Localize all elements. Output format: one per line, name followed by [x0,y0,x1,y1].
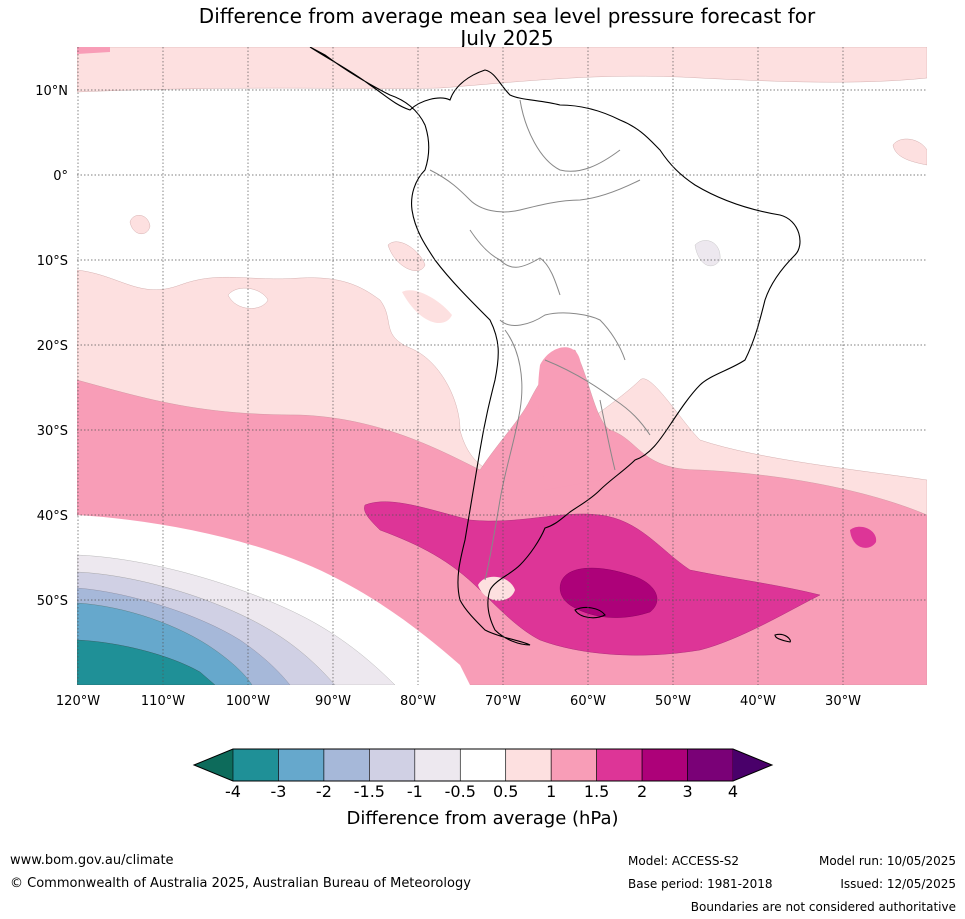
colorbar-cell [550,748,597,782]
colorbar [192,748,774,782]
colorbar-tick-label: 3 [682,782,693,801]
colorbar-tick-label: 2 [636,782,648,801]
lat-label: 30°S [37,424,68,439]
model-name: Model: ACCESS-S2 [628,854,740,868]
lon-label: 30°W [825,694,861,709]
lat-label: 40°S [37,509,68,524]
lat-label: 0° [53,169,68,184]
colorbar-cell [232,748,279,782]
colorbar-tick-label: -4 [225,782,241,801]
colorbar-tick-label: 1 [546,782,557,801]
graticule [77,47,927,685]
colorbar-low-extension [194,749,233,781]
colorbar-cell [596,748,643,782]
lat-label: 20°S [37,339,68,354]
colorbar-cell [459,748,507,782]
lon-label: 40°W [740,694,776,709]
lon-label: 80°W [400,694,436,709]
colorbar-cell [369,748,416,782]
lon-label: 60°W [570,694,606,709]
anomaly-fills [77,47,927,685]
country-borders [429,99,651,581]
colorbar-tick-label: -1.5 [353,782,385,801]
colorbar-cell [323,748,370,782]
colorbar-tick-label: -3 [270,782,287,801]
colorbar-tick-label: 0.5 [492,782,519,801]
lat-label: 10°N [35,84,68,99]
base-period: Base period: 1981-2018 [628,877,773,891]
lon-label: 100°W [226,694,270,709]
boundaries-disclaimer: Boundaries are not considered authoritat… [690,900,956,914]
colorbar-high-extension [733,749,772,781]
colorbar-cell [505,748,552,782]
colorbar-tick-label: 1.5 [583,782,610,801]
colorbar-cell [641,748,688,782]
issued-date: Issued: 12/05/2025 [840,877,956,891]
map-title-line1: Difference from average mean sea level p… [198,4,816,28]
colorbar-tick-label: -2 [315,782,332,801]
colorbar-cell [414,748,461,782]
colorbar-tick-label: -1 [406,782,423,801]
lon-label: 70°W [485,694,521,709]
website-link[interactable]: www.bom.gov.au/climate [10,853,174,868]
lon-label: 110°W [141,694,185,709]
longitude-labels: 120°W 110°W 100°W 90°W 80°W 70°W 60°W 50… [56,694,861,709]
coastlines [309,47,801,646]
latitude-labels: 10°N 0° 10°S 20°S 30°S 40°S 50°S [35,84,68,609]
colorbar-tick-label: -0.5 [444,782,476,801]
lon-label: 120°W [56,694,100,709]
model-run-date: Model run: 10/05/2025 [818,854,956,868]
lon-label: 90°W [315,694,351,709]
colorbar-cell [278,748,325,782]
copyright-text: © Commonwealth of Australia 2025, Austra… [10,876,471,891]
lon-label: 50°W [655,694,691,709]
lat-label: 10°S [37,254,68,269]
colorbar-tick-label: 4 [727,782,739,801]
colorbar-cell [687,748,734,782]
colorbar-title: Difference from average (hPa) [346,808,619,829]
map-title-line2: July 2025 [460,26,554,50]
lat-label: 50°S [37,594,68,609]
